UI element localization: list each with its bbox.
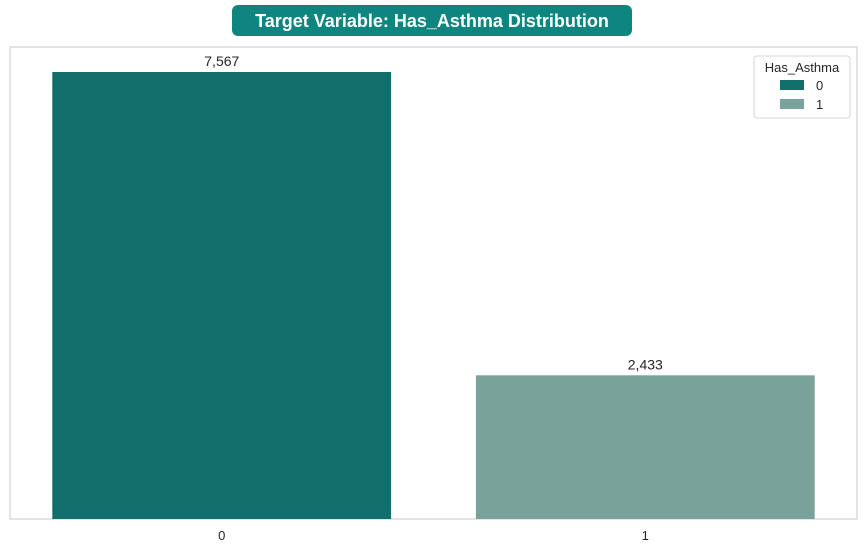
x-tick-label-1: 1 xyxy=(642,528,649,543)
bar-1 xyxy=(475,375,815,519)
bars-layer xyxy=(52,72,815,519)
legend-label-0: 0 xyxy=(816,78,823,93)
data-label-1: 2,433 xyxy=(628,356,663,372)
legend-swatch-0 xyxy=(780,80,804,90)
legend-swatch-1 xyxy=(780,99,804,109)
chart-title: Target Variable: Has_Asthma Distribution xyxy=(255,11,609,31)
chart-title-background xyxy=(232,5,632,36)
bar-0 xyxy=(52,72,392,519)
data-label-0: 7,567 xyxy=(204,53,239,69)
chart-title-group: Target Variable: Has_Asthma Distribution xyxy=(232,5,632,36)
legend-label-1: 1 xyxy=(816,97,823,112)
legend: Has_Asthma 01 xyxy=(753,55,851,119)
x-tick-label-0: 0 xyxy=(218,528,225,543)
data-labels-layer: 7,567 2,433 xyxy=(204,53,663,372)
legend-entries: 01 xyxy=(780,78,823,112)
legend-title: Has_Asthma xyxy=(765,60,840,75)
